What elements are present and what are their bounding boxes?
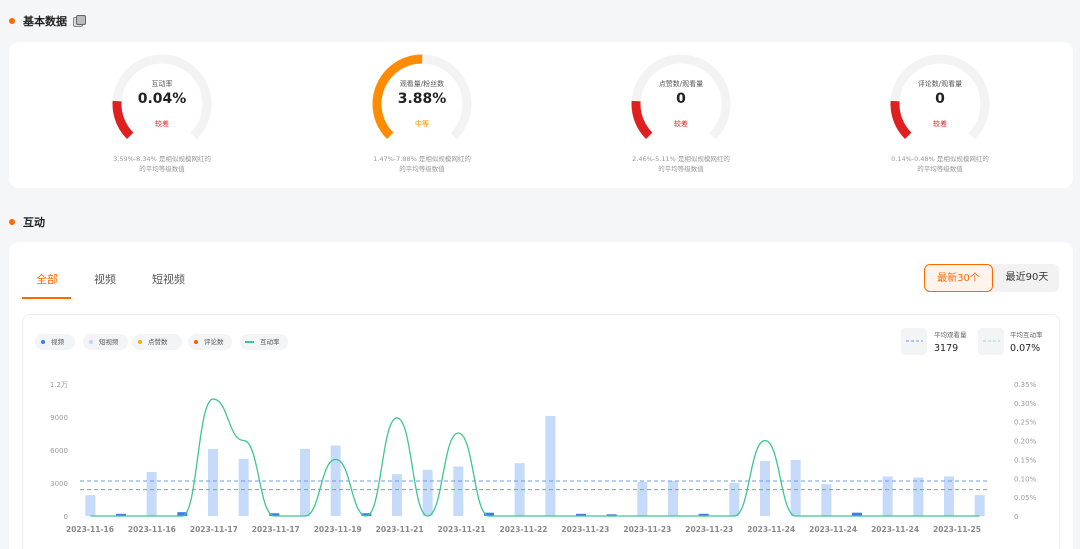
avg-views-label: 平均观看量 (934, 331, 967, 339)
gauge-note-line1: 3.59%-8.34% 是相似规模网红的 (113, 155, 211, 163)
basic-data-title: 基本数据 (9, 13, 86, 29)
basic-data-label: 基本数据 (23, 15, 67, 28)
gauge-note-line1: 2.46%-5.11% 是相似规模网红的 (632, 155, 730, 163)
legend-line-icon (245, 341, 254, 343)
latest-30-button[interactable]: 最新30个 (924, 264, 993, 292)
gauge-note: 3.59%-8.34% 是相似规模网红的 的平均等级数值 (82, 154, 242, 174)
tab-video[interactable]: 视频 (94, 273, 116, 286)
gauge-note-line1: 0.14%-0.48% 是相似规模网红的 (891, 155, 989, 163)
gauge-level: 较差 (933, 120, 947, 128)
gauge-note-line2: 的平均等级数值 (917, 165, 963, 173)
legend-item-0[interactable]: 视频 (35, 334, 75, 350)
gauge-level: 中等 (415, 120, 429, 128)
legend-item-4[interactable]: 互动率 (240, 334, 288, 350)
gauge-value: 0 (676, 91, 686, 107)
active-tab-underline (22, 297, 71, 299)
gauge-label: 观看量/粉丝数 (399, 80, 445, 88)
interaction-title: 互动 (9, 214, 45, 230)
avg-rate-swatch (978, 328, 1004, 355)
gauge-label: 点赞数/观看量 (658, 80, 704, 88)
section-dot-icon (9, 219, 15, 225)
legend-dot-icon (194, 340, 198, 344)
gauge-note-line2: 的平均等级数值 (139, 165, 185, 173)
gauge-label: 评论数/观看量 (917, 80, 963, 88)
gauge-fill (890, 54, 990, 154)
gauge-value: 0.04% (137, 91, 187, 107)
gauge-note-line1: 1.47%-7.88% 是相似规模网红的 (373, 155, 471, 163)
gauge-note: 1.47%-7.88% 是相似规模网红的 的平均等级数值 (342, 154, 502, 174)
gauge-note: 2.46%-5.11% 是相似规模网红的 的平均等级数值 (601, 154, 761, 174)
legend-item-2[interactable]: 点赞数 (132, 334, 182, 350)
gauge-note-line2: 的平均等级数值 (658, 165, 704, 173)
gauge-level: 较差 (674, 120, 688, 128)
gauge-arc (631, 54, 731, 154)
legend-label: 评论数 (204, 338, 224, 346)
section-dot-icon (9, 18, 15, 24)
gauge-value: 3.88% (397, 91, 447, 107)
gauge-0: 互动率 0.04% 较差 3.59%-8.34% 是相似规模网红的 的平均等级数值 (82, 54, 242, 184)
tab-short-video[interactable]: 短视频 (152, 273, 185, 286)
legend-dot-icon (89, 340, 93, 344)
gauge-label: 互动率 (151, 80, 173, 88)
gauge-value: 0 (935, 91, 945, 107)
avg-views-swatch (901, 328, 927, 355)
legend-item-1[interactable]: 短视频 (83, 334, 128, 350)
gauge-note: 0.14%-0.48% 是相似规模网红的 的平均等级数值 (860, 154, 1020, 174)
gauge-fill (112, 54, 212, 154)
basic-data-card: 互动率 0.04% 较差 3.59%-8.34% 是相似规模网红的 的平均等级数值 观看量… (9, 42, 1073, 188)
avg-views-value: 3179 (934, 343, 959, 354)
legend-label: 视频 (51, 338, 64, 346)
gauge-note-line2: 的平均等级数值 (399, 165, 445, 173)
gauge-3: 评论数/观看量 0 较差 0.14%-0.48% 是相似规模网红的 的平均等级数值 (860, 54, 1020, 184)
gauge-fill (631, 54, 731, 154)
copy-icon[interactable] (73, 15, 86, 27)
legend-label: 点赞数 (148, 338, 168, 346)
recent-90-days-button[interactable]: 最近90天 (1005, 272, 1049, 283)
gauge-1: 观看量/粉丝数 3.88% 中等 1.47%-7.88% 是相似规模网红的 的平均等级数… (342, 54, 502, 184)
avg-rate-value: 0.07% (1010, 343, 1041, 354)
legend-label: 互动率 (260, 338, 280, 346)
gauge-arc (890, 54, 990, 154)
tab-all[interactable]: 全部 (36, 273, 58, 286)
gauge-arc (112, 54, 212, 154)
gauge-level: 较差 (155, 120, 169, 128)
legend-item-3[interactable]: 评论数 (188, 334, 232, 350)
gauge-arc (372, 54, 472, 154)
legend-label: 短视频 (99, 338, 119, 346)
avg-rate-label: 平均互动率 (1010, 331, 1043, 339)
interaction-label: 互动 (23, 216, 45, 229)
legend-dot-icon (138, 340, 142, 344)
legend-dot-icon (41, 340, 45, 344)
gauge-2: 点赞数/观看量 0 较差 2.46%-5.11% 是相似规模网红的 的平均等级数值 (601, 54, 761, 184)
